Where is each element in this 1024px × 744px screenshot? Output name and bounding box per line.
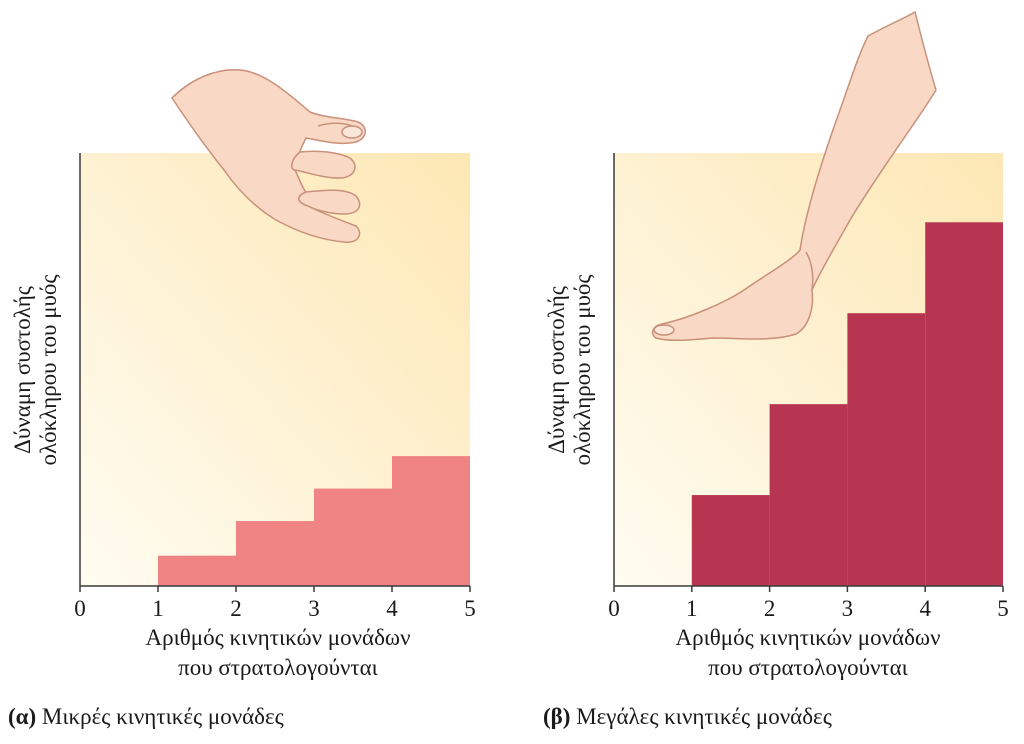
panel-letter-a: (α) [8,704,37,729]
x-tick-label: 3 [842,596,854,621]
caption-panel-a: (α) Μικρές κινητικές μονάδες [8,704,284,730]
bar-2 [236,521,314,586]
caption-title-a: Μικρές κινητικές μονάδες [41,704,284,729]
x-tick-label: 2 [230,596,242,621]
bar-4 [925,222,1003,586]
x-axis-label-line1: Αριθμός κινητικών μονάδων [676,625,941,650]
axes-group [613,153,1004,592]
axes-group [79,153,471,592]
x-tick-label: 1 [152,596,164,621]
y-axis-label-line2: ολόκληρου του μυός [36,274,61,465]
y-axis-label-line1: Δύναμη συστολής [10,286,35,454]
ticks-group: 0 1 2 3 4 5 [608,596,1009,621]
x-tick-label: 2 [764,596,776,621]
hand-icon [171,69,366,243]
y-axis-label-line1: Δύναμη συστολής [544,286,569,454]
bars-group [158,456,470,586]
x-axis-label-line1: Αριθμός κινητικών μονάδων [146,625,411,650]
x-tick-label: 4 [386,596,398,621]
bars-group [691,222,1003,586]
bar-2 [769,404,848,586]
x-axis-label-line2: που στρατολογούνται [708,655,909,680]
caption-panel-b: (β) Μεγάλες κινητικές μονάδες [543,704,832,730]
x-tick-label: 0 [74,596,86,621]
caption-title-b: Μεγάλες κινητικές μονάδες [576,704,832,729]
foot-icon [651,10,937,342]
bar-1 [691,495,770,586]
bar-3 [847,313,926,586]
x-tick-label: 5 [997,596,1009,621]
panel-large-motor-units: 0 1 2 3 4 5 Δύναμη συστολής ολόκληρου του μυό… [544,10,1009,680]
panel-small-motor-units: 0 1 2 3 4 5 Δύναμη συστολής ολόκληρου του μυό… [10,69,476,680]
x-tick-label: 1 [686,596,698,621]
bar-4 [392,456,470,586]
x-tick-label: 4 [919,596,931,621]
x-tick-label: 5 [464,596,476,621]
y-axis-label-line2: ολόκληρου του μυός [570,274,595,465]
bar-3 [314,488,392,586]
ticks-group: 0 1 2 3 4 5 [74,596,476,621]
x-axis-label-line2: που στρατολογούνται [178,655,379,680]
x-tick-label: 3 [308,596,320,621]
panel-letter-b: (β) [543,704,571,729]
x-tick-label: 0 [608,596,620,621]
bar-1 [158,555,236,586]
